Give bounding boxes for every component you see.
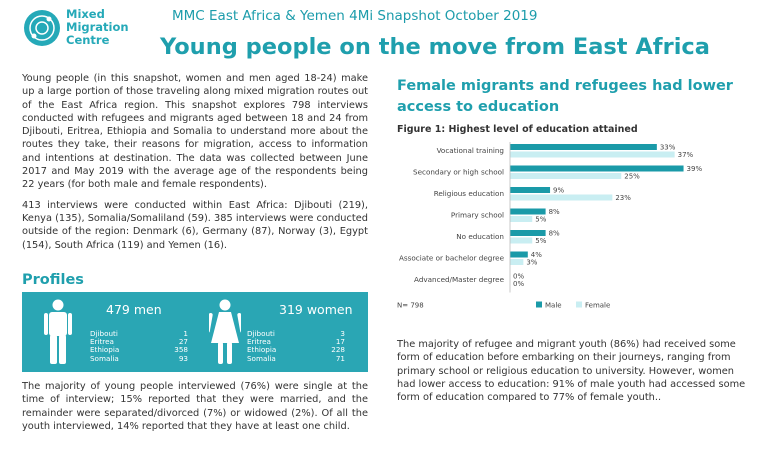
bar-male [510, 230, 546, 236]
data-label: 0% [513, 273, 524, 281]
list-item: Eritrea 17 [247, 337, 345, 347]
globe-icon [24, 10, 60, 46]
education-paragraph: The majority of refugee and migrant yout… [397, 339, 746, 404]
women-country-list: Djibouti 3 Eritrea 17 Ethiopia 228 Somalia 7… [247, 329, 345, 363]
category-label: Associate or bachelor degree [399, 254, 505, 263]
female-figure-icon [209, 299, 241, 364]
bar-male [510, 251, 528, 258]
list-item: Djibouti 3 [247, 329, 345, 338]
list-item: Somalia 71 [247, 353, 345, 363]
legend-label-female: Female [585, 302, 610, 310]
sample-size-note: N= 798 [397, 302, 424, 310]
data-label: 5% [535, 216, 546, 224]
data-label: 8% [549, 230, 560, 238]
men-count-title: 479 men [106, 302, 162, 317]
data-label: 37% [678, 151, 694, 159]
women-count-title: 319 women [279, 302, 353, 317]
bar-male [510, 187, 551, 193]
data-label: 3% [526, 259, 537, 267]
bar-female [510, 237, 533, 244]
data-label: 33% [660, 144, 676, 152]
legend-label-male: Male [545, 302, 562, 310]
bar-female [510, 173, 622, 179]
category-label: Advanced/Master degree [414, 275, 505, 284]
page-title: Young people on the move from East Afric… [160, 34, 710, 60]
category-label: No education [456, 232, 504, 241]
data-label: 4% [531, 251, 542, 259]
category-label: Vocational training [437, 146, 504, 155]
men-country-list: Djibouti 1 Eritrea 27 Ethiopia 358 Somalia 9… [90, 329, 188, 363]
legend-swatch-female [576, 301, 582, 308]
bar-female [510, 216, 533, 222]
legend-swatch-male [536, 301, 542, 308]
data-label: 39% [687, 165, 703, 173]
data-label: 5% [535, 237, 546, 245]
bar-female [510, 151, 675, 158]
bar-male [510, 165, 684, 172]
category-label: Secondary or high school [413, 168, 504, 177]
list-item: Ethiopia 228 [247, 345, 345, 355]
list-item: Ethiopia 358 [90, 345, 188, 355]
list-item: Eritrea 27 [90, 337, 188, 347]
profiles-band: 479 men Djibouti 1 Eritrea 27 Ethiopia 358 … [22, 292, 368, 372]
education-bar-chart: Vocational training 33%37% Secondary or hi… [397, 142, 703, 310]
profiles-heading: Profiles [22, 272, 84, 288]
education-heading: Female migrants and refugees had lower a… [397, 78, 733, 115]
data-label: 23% [615, 194, 631, 202]
intro-paragraph: Young people (in this snapshot, women an… [22, 73, 368, 191]
list-item: Somalia 93 [90, 353, 188, 363]
figure-title: Figure 1: Highest level of education att… [397, 124, 638, 135]
snapshot-title: MMC East Africa & Yemen 4Mi Snapshot Oct… [172, 8, 538, 24]
category-label: Religious education [434, 189, 504, 198]
intro-section: Young people (in this snapshot, women an… [22, 72, 368, 252]
male-figure-icon [44, 299, 72, 364]
bar-male [510, 208, 546, 215]
bar-female [510, 194, 613, 201]
mmc-logo: Mixed Migration Centre [22, 6, 162, 52]
data-label: 8% [549, 208, 560, 216]
category-label: Primary school [451, 211, 504, 220]
women-profile: 319 women Djibouti 3 Eritrea 17 Ethiopia 22… [195, 292, 368, 372]
data-label: 25% [624, 173, 640, 181]
marital-status-paragraph: The majority of young people interviewed… [22, 381, 368, 432]
list-item: Djibouti 1 [90, 329, 188, 338]
interviews-paragraph: 413 interviews were conducted within Eas… [22, 199, 368, 251]
bar-female [510, 259, 524, 265]
bar-male [510, 144, 657, 150]
men-profile: 479 men Djibouti 1 Eritrea 27 Ethiopia 358 … [22, 292, 195, 372]
data-label: 0% [513, 280, 524, 288]
data-label: 9% [553, 187, 564, 195]
logo-wordmark: Mixed Migration Centre [66, 7, 129, 47]
education-chart: Vocational training 33% 37% Secondary or hi… [397, 140, 747, 320]
